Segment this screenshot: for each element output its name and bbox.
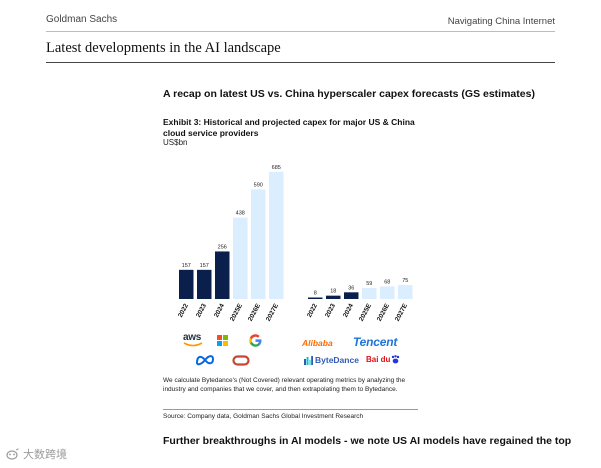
watermark: 大数跨境: [6, 446, 67, 462]
china-capex-group: 8 2022 18 2023 36 2024 59 2025E 68 2026E 75 2027E: [306, 278, 413, 323]
us-tick-label-2026E: 2026E: [247, 302, 262, 322]
china-tick-label-2026E: 2026E: [376, 302, 391, 322]
source-rule: [163, 409, 418, 410]
us-tick-label-2027E: 2027E: [265, 302, 280, 322]
us-bar-2024: [215, 251, 230, 299]
bytedance-logo-text: ByteDance: [315, 355, 359, 365]
us-bar-2025E: [233, 217, 248, 299]
us-bar-2027E: [269, 171, 284, 299]
china-bar-2026E: [380, 286, 395, 299]
aws-smile-icon: [183, 342, 203, 347]
us-value-label-2023: 157: [200, 263, 209, 269]
us-bar-2023: [197, 269, 212, 299]
capex-bar-chart: 1572022157202325620244382025E5902026E685…: [177, 165, 413, 323]
china-tick-label-2023: 2023: [324, 302, 337, 318]
us-bar-2022: [179, 269, 194, 299]
exhibit-title: Exhibit 3: Historical and projected cape…: [163, 117, 415, 138]
us-value-label-2025E: 438: [236, 211, 245, 217]
units-label: US$bn: [163, 138, 188, 147]
microsoft-squares-icon: [217, 335, 228, 346]
source-line: Source: Company data, Goldman Sachs Glob…: [163, 413, 364, 420]
brand-name: Goldman Sachs: [46, 14, 118, 25]
china-tick-label-2025E: 2025E: [358, 302, 373, 322]
us-tick-label-2024: 2024: [213, 302, 226, 318]
aws-logo: aws: [183, 332, 203, 347]
us-tick-label-2022: 2022: [177, 302, 190, 318]
bytedance-logo: ByteDance: [304, 355, 359, 365]
us-capex-group: 157 2022 157 2023 256 2024 438 2025E 590 2026E 685…: [177, 165, 284, 323]
china-value-label-2025E: 59: [366, 281, 372, 287]
china-tick-label-2022: 2022: [306, 302, 319, 318]
china-bar-2027E: [398, 285, 413, 299]
page-title: Latest developments in the AI landscape: [46, 40, 281, 56]
china-tick-label-2024: 2024: [342, 302, 355, 318]
china-value-label-2026E: 68: [384, 279, 390, 285]
title-rule: [46, 62, 555, 63]
meta-infinity-icon: [195, 355, 215, 366]
us-value-label-2022: 157: [182, 263, 191, 269]
footnote: We calculate Bytedance's (Not Covered) r…: [163, 377, 406, 393]
us-value-label-2024: 256: [218, 244, 227, 250]
baidu-paw-icon: [392, 355, 400, 364]
baidu-logo-text: Bai du: [366, 355, 391, 364]
us-value-label-2027E: 685: [272, 165, 281, 171]
us-bar-2026E: [251, 189, 266, 299]
us-tick-label-2025E: 2025E: [229, 302, 244, 322]
tencent-logo: Tencent: [353, 335, 398, 349]
china-value-label-2022: 8: [314, 291, 317, 297]
china-value-label-2024: 36: [348, 285, 354, 291]
aws-logo-text: aws: [183, 332, 202, 343]
us-value-label-2026E: 590: [254, 182, 263, 188]
watermark-text: 大数跨境: [23, 449, 67, 461]
recap-heading: A recap on latest US vs. China hyperscal…: [163, 88, 535, 100]
china-tick-label-2027E: 2027E: [394, 302, 409, 322]
watermark-logo-icon: [6, 448, 19, 460]
china-bar-2023: [326, 295, 341, 299]
further-heading: Further breakthroughs in AI models - we …: [163, 435, 572, 447]
china-value-label-2023: 18: [330, 289, 336, 295]
china-bar-2022: [308, 297, 323, 299]
bytedance-mark-icon: [304, 355, 313, 365]
header-rule: [46, 31, 555, 32]
us-tick-label-2023: 2023: [195, 302, 208, 318]
alibaba-logo: Alibaba: [302, 338, 333, 348]
oracle-ring-icon: [232, 355, 250, 366]
china-bar-2025E: [362, 288, 377, 299]
google-g-icon: [249, 334, 262, 347]
baidu-logo: Bai du: [366, 355, 400, 364]
section-name: Navigating China Internet: [447, 16, 555, 27]
china-bar-2024: [344, 292, 359, 299]
china-value-label-2027E: 75: [402, 278, 408, 284]
